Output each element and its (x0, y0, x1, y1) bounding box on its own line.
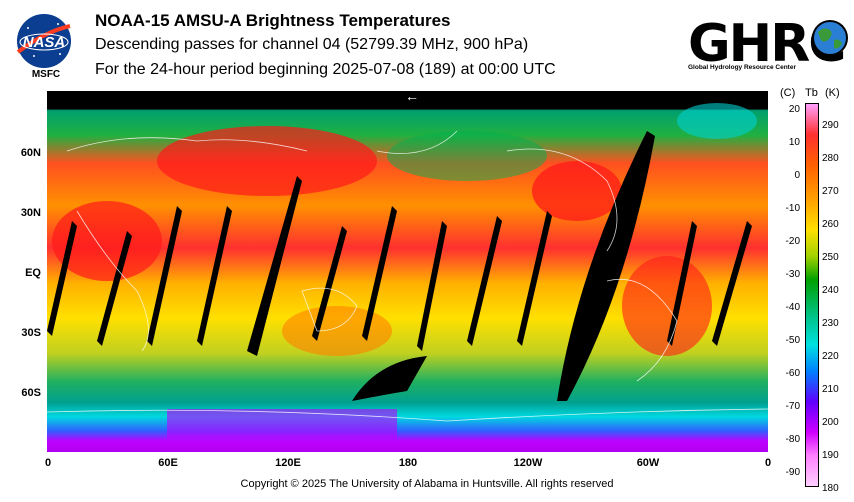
colorbar-kelvin-tick: 270 (822, 186, 839, 197)
colorbar-tb-label: Tb (805, 87, 818, 99)
lon-label-60e: 60E (158, 457, 178, 469)
colorbar-kelvin-tick: 220 (822, 351, 839, 362)
colorbar-celsius-tick: 10 (788, 137, 800, 148)
colorbar-celsius-tick: -10 (785, 203, 800, 214)
colorbar-kelvin-unit: (K) (825, 87, 840, 99)
colorbar-kelvin-tick: 240 (822, 285, 839, 296)
colorbar-kelvin-tick: 230 (822, 318, 839, 329)
colorbar-kelvin-tick: 260 (822, 219, 839, 230)
lon-label-180: 180 (398, 457, 418, 469)
colorbar-kelvin-tick: 200 (822, 417, 839, 428)
colorbar-kelvin-tick: 280 (822, 153, 839, 164)
colorbar-celsius-tick: -90 (785, 467, 800, 478)
lat-label-30s: 30S (21, 327, 41, 339)
lat-label-30n: 30N (20, 207, 41, 219)
nasa-wordmark: NASA (23, 34, 66, 51)
nasa-label: MSFC (31, 69, 61, 80)
colorbar-kelvin-tick: 290 (822, 120, 839, 131)
lat-label-60s: 60S (21, 387, 41, 399)
colorbar-kelvin-tick: 250 (822, 252, 839, 263)
copyright-text: Copyright © 2025 The University of Alaba… (240, 478, 614, 490)
colorbar-celsius-unit: (C) (780, 87, 796, 99)
colorbar-kelvin-tick: 180 (822, 483, 839, 494)
colorbar-kelvin-tick: 190 (822, 450, 839, 461)
colorbar-kelvin-tick: 210 (822, 384, 839, 395)
colorbar-celsius-tick: -40 (785, 302, 800, 313)
colorbar-celsius-tick: 20 (788, 104, 800, 115)
colorbar-celsius-tick: -70 (785, 401, 800, 412)
lon-label-120e: 120E (275, 457, 301, 469)
colorbar-celsius-tick: -80 (785, 434, 800, 445)
colorbar-celsius-tick: 0 (794, 170, 800, 181)
lon-label-60w: 60W (636, 457, 660, 469)
colorbar-celsius-tick: -20 (785, 236, 800, 247)
brightness-temperature-map: ← (46, 88, 769, 452)
lon-label-120w: 120W (513, 457, 543, 469)
lat-label-60n: 60N (20, 147, 41, 159)
lon-label-0-end: 0 (764, 457, 772, 469)
nasa-logo: NASA (14, 12, 74, 70)
lon-label-0: 0 (44, 457, 52, 469)
page-subtitle: Descending passes for channel 04 (52799.… (95, 36, 529, 53)
period-text: For the 24-hour period beginning 2025-07… (95, 61, 556, 78)
ghrc-subtitle: Global Hydrology Resource Center (688, 64, 796, 71)
direction-arrow: ← (405, 88, 419, 104)
page-title: NOAA-15 AMSU-A Brightness Temperatures (95, 11, 451, 30)
globe-icon (810, 18, 850, 63)
lat-label-eq: EQ (25, 267, 41, 279)
colorbar-celsius-tick: -60 (785, 368, 800, 379)
colorbar-celsius-tick: -50 (785, 335, 800, 346)
colorbar-celsius-tick: -30 (785, 269, 800, 280)
colorbar (805, 103, 819, 487)
